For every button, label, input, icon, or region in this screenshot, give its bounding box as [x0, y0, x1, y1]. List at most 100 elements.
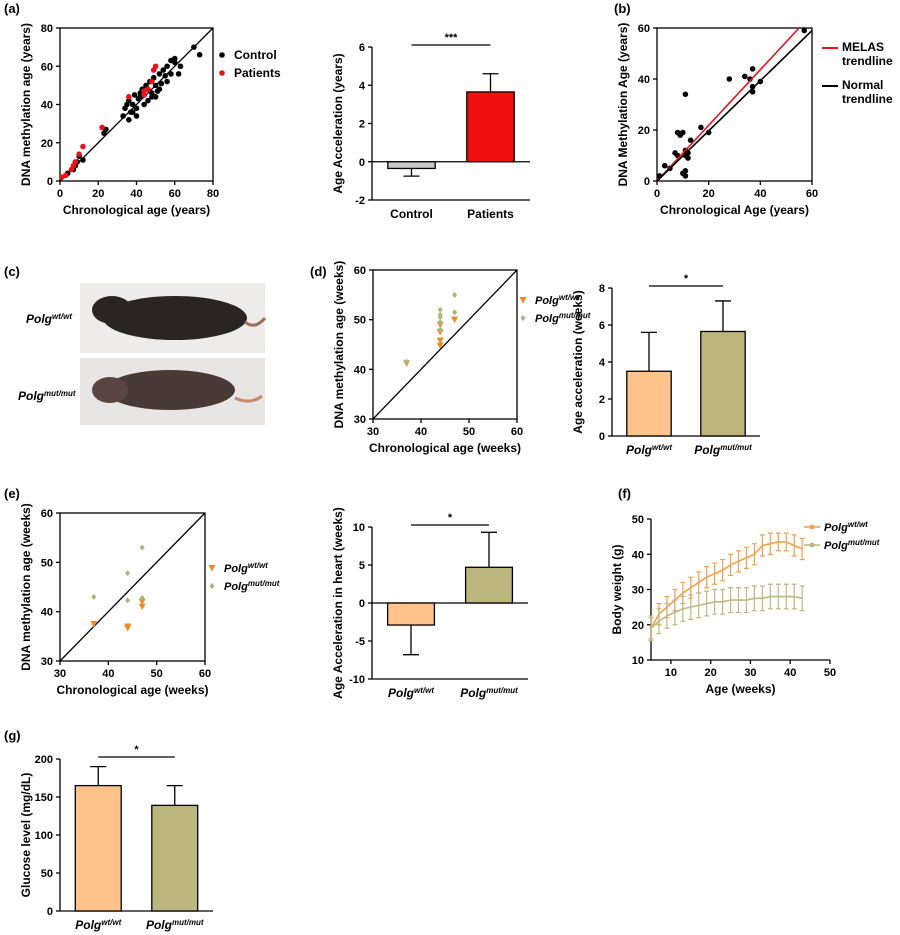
y-tick-label: -10 [349, 674, 365, 686]
axes [650, 519, 830, 661]
point [698, 124, 704, 131]
point [437, 306, 443, 313]
legend-marker [209, 583, 215, 589]
x-tick-label: 20 [92, 188, 104, 200]
legend-label: MELAS trendline [842, 40, 893, 68]
point [80, 143, 86, 150]
legend-label-box: Normal trendline [842, 78, 893, 106]
y-tick-label: 50 [632, 514, 644, 526]
point [177, 63, 184, 70]
legend-label: Polgwt/wt [535, 293, 579, 308]
x-tick-label: Polgmut/mut [460, 686, 518, 701]
point [138, 598, 146, 606]
panel-label: (a) [4, 1, 20, 16]
photo-label-sup: wt/wt [52, 312, 72, 321]
bar [626, 370, 672, 437]
x-tick-label: Control [390, 207, 433, 221]
point [149, 94, 155, 100]
bar [386, 602, 436, 626]
legend-label-sup: wt/wt [848, 520, 868, 529]
y-tick-label: 60 [41, 508, 53, 520]
point [680, 129, 686, 136]
significance-label: * [684, 273, 689, 285]
point [196, 51, 203, 58]
x-tick-label: 0 [57, 188, 63, 200]
bar [387, 161, 436, 170]
legend-label-base: Polg [824, 540, 848, 552]
y-tick-label: 20 [632, 620, 644, 632]
y-tick-label: 40 [41, 100, 53, 112]
y-tick-label: 5 [359, 560, 365, 572]
point [141, 101, 147, 108]
identity-line [59, 512, 206, 662]
y-axis-label: Glucose level (mg/dL) [19, 773, 33, 898]
error-bar [166, 784, 183, 806]
x-tick-label: Patients [467, 207, 514, 221]
point [141, 92, 147, 98]
legend-marker [520, 315, 526, 321]
x-axis-label: Age (weeks) [705, 682, 775, 696]
legend-label: Polgmut/mut [824, 538, 880, 553]
error-bar [90, 765, 107, 786]
x-tick-label: 0 [654, 188, 660, 200]
x-tick-label: 20 [703, 188, 715, 200]
bar [74, 784, 122, 912]
x-tick-label-sup: mut/mut [486, 686, 518, 695]
point [72, 159, 79, 165]
y-tick-label: 60 [41, 61, 53, 73]
y-tick-label: 200 [35, 754, 53, 766]
x-tick-label: 40 [784, 667, 796, 679]
y-axis-label: DNA methylation age (weeks) [19, 503, 33, 671]
series-line [650, 541, 803, 629]
error-bar [482, 73, 499, 92]
y-axis-label: Body weight (g) [610, 545, 624, 635]
y-axis-label: DNA methylation age (years) [19, 23, 33, 186]
point [436, 342, 444, 349]
x-tick-label: 40 [415, 426, 427, 438]
series-line [650, 595, 803, 629]
y-tick-label: 40 [632, 549, 644, 561]
point [682, 91, 689, 98]
bar [464, 566, 514, 604]
point [145, 86, 151, 92]
x-tick-label: 40 [130, 188, 142, 200]
point [126, 117, 132, 123]
point [125, 597, 131, 604]
x-tick-label-base: Polg [388, 686, 415, 700]
point [145, 97, 151, 104]
x-tick-label: 60 [806, 188, 818, 200]
x-tick-label-base: Polg [460, 686, 487, 700]
point [156, 86, 163, 92]
significance-label: * [134, 744, 139, 756]
point [129, 101, 136, 108]
error-bar [799, 585, 805, 612]
mouse-tail [244, 317, 267, 327]
y-tick-label: 150 [35, 792, 53, 804]
x-tick-label: 50 [151, 668, 163, 680]
point [99, 124, 105, 131]
y-tick-label: 50 [41, 557, 53, 569]
legend-label: Polgwt/wt [224, 561, 268, 576]
photo-label: Polgmut/mut [18, 389, 76, 404]
y-tick-label: 4 [599, 357, 606, 369]
y-tick-label: 40 [41, 607, 53, 619]
x-tick-label: 40 [102, 668, 114, 680]
point [156, 71, 163, 77]
identity-line [372, 269, 518, 420]
legend-marker [519, 297, 527, 304]
point [749, 83, 756, 90]
point [452, 309, 458, 316]
x-tick-label-base: Polg [75, 918, 102, 932]
point [158, 80, 165, 87]
point [131, 92, 138, 98]
point [404, 358, 410, 365]
point [742, 73, 748, 80]
mouse-photos [80, 283, 267, 425]
y-tick-label: 0 [359, 598, 365, 610]
x-tick-label: 60 [511, 426, 523, 438]
panel-label: (c) [4, 264, 20, 279]
legend-label-base: Polg [224, 581, 248, 593]
point [80, 157, 86, 163]
x-tick-label: 60 [169, 188, 181, 200]
y-tick-label: 20 [638, 125, 650, 137]
